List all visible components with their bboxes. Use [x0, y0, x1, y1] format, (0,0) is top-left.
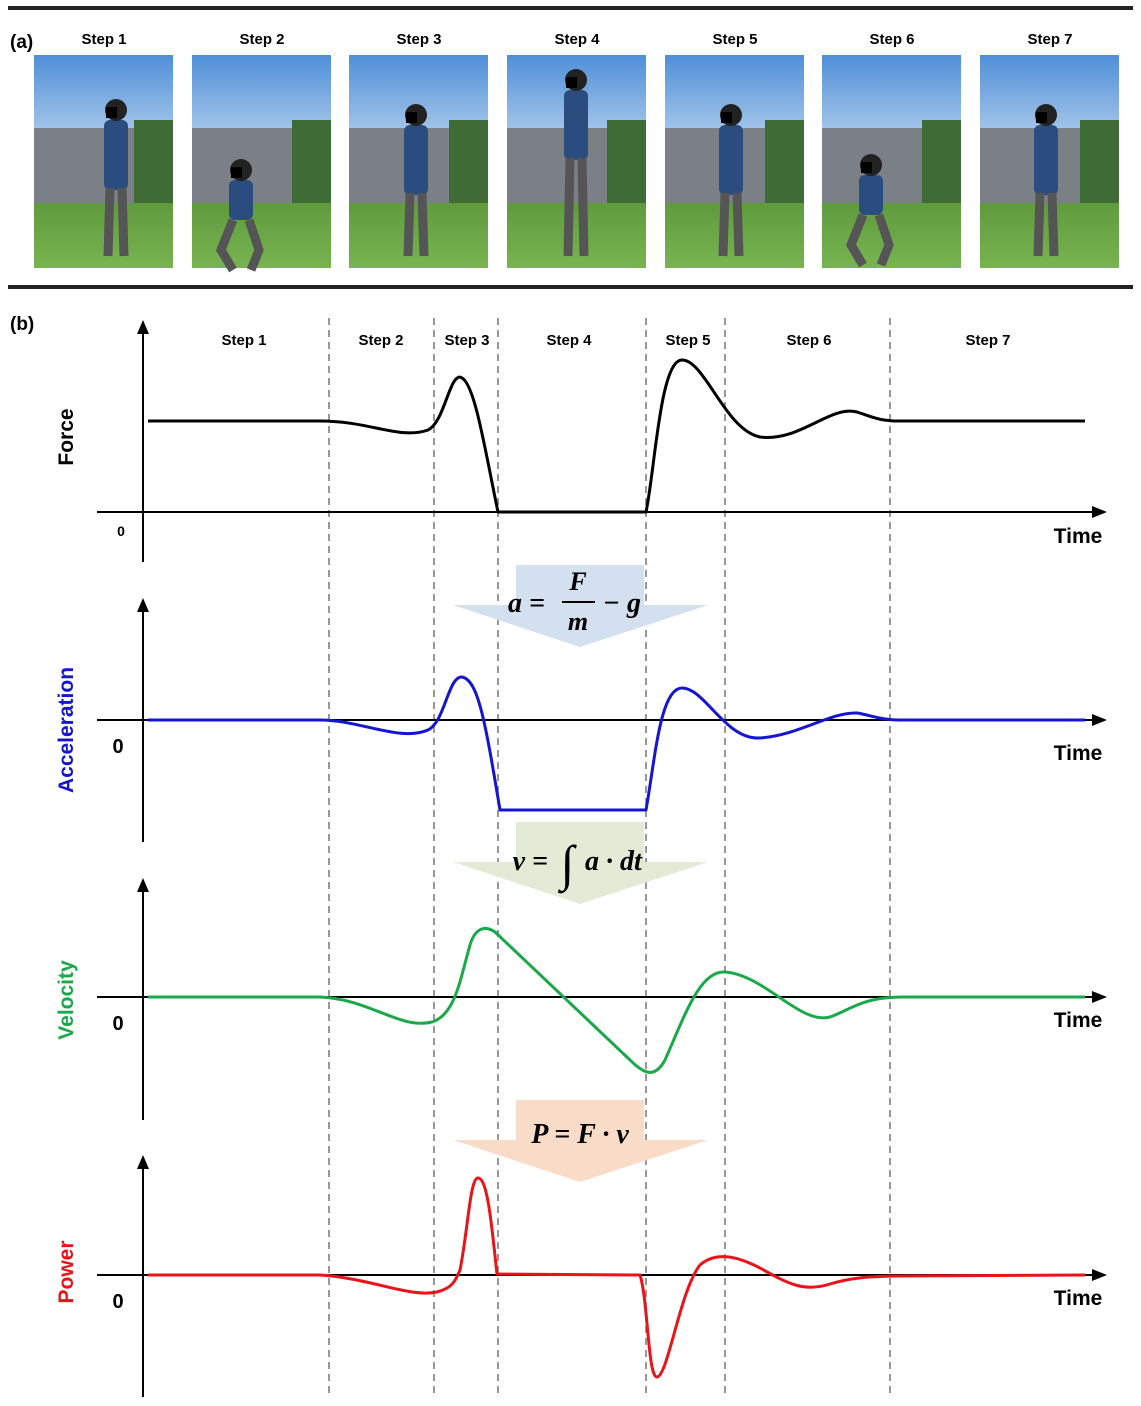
person-legs [403, 192, 429, 257]
formula-part: a · dt [585, 846, 643, 877]
photo-grass [192, 203, 331, 268]
y-axis-arrow [137, 320, 149, 334]
x-axis-arrow [1092, 714, 1107, 726]
formula-part: a = [508, 588, 545, 619]
photo-strip: Step 1 Step 2 Step 3 Step 4 Step 5 Step 6 Step… [34, 31, 1119, 273]
step-label: Step 7 [965, 332, 1010, 349]
formula-part: P = F · v [530, 1119, 629, 1150]
y-axis-label: Force [55, 408, 78, 465]
x-axis-arrow [1092, 1269, 1107, 1281]
formulas: a = Fm − g v = ∫ a · dt P = F · v [453, 565, 708, 1182]
x-axis-label: Time [1054, 525, 1103, 548]
photo-trees [292, 120, 331, 205]
person-legs [845, 213, 894, 268]
person-legs [103, 187, 129, 257]
face-mask [721, 112, 732, 123]
step-label: Step 5 [712, 31, 757, 48]
y-axis-arrow [137, 1155, 149, 1169]
photo-grass [34, 203, 173, 268]
photo-trees [607, 120, 646, 205]
x-axis-label: Time [1054, 742, 1103, 765]
flow-arrow [453, 822, 708, 904]
step-label: Step 7 [1027, 31, 1072, 48]
photo-building [665, 128, 765, 203]
y-axis-label: Velocity [55, 960, 78, 1040]
person-body [229, 180, 253, 220]
person-body [104, 120, 128, 190]
face-mask [406, 112, 417, 123]
x-axis-arrow [1092, 991, 1107, 1003]
formula-part: F [568, 567, 586, 596]
curve [148, 1176, 1086, 1379]
photo-grass [822, 203, 961, 268]
person-body [859, 175, 883, 215]
photo-building [507, 128, 607, 203]
step-label: Step 5 [665, 332, 710, 349]
face-mask [861, 162, 872, 173]
step-label: Step 4 [554, 31, 600, 48]
step-label: Step 1 [81, 31, 126, 48]
y-axis-arrow [137, 878, 149, 892]
step-label: Step 2 [239, 31, 284, 48]
zero-label: 0 [112, 1013, 123, 1035]
photo-building [349, 128, 449, 203]
flow-arrow [453, 1100, 708, 1182]
person-legs [563, 157, 589, 257]
step-dividers: Step 1 Step 2 Step 3 Step 4 Step 5 Step 6 Step… [221, 318, 1011, 1397]
formula-part: m [568, 607, 588, 636]
step-label: Step 6 [786, 332, 831, 349]
person-legs [1033, 192, 1059, 257]
photo-trees [449, 120, 488, 205]
panel-label: (a) [10, 32, 33, 53]
formula-part: − g [603, 588, 641, 619]
formula-part: v = [513, 846, 548, 877]
person-legs [718, 192, 744, 257]
x-axis-label: Time [1054, 1287, 1103, 1310]
plots: 0 Time Force 0 Time Acceleration 0 Time Velocity… [55, 320, 1107, 1397]
photo-grass [507, 203, 646, 268]
curve [148, 358, 1085, 514]
zero-label: 0 [112, 1291, 123, 1313]
face-mask [106, 107, 117, 118]
formula-part: ∫ [557, 835, 577, 894]
face-mask [231, 167, 242, 178]
step-label: Step 4 [546, 332, 592, 349]
curve [148, 675, 1085, 812]
step-label: Step 6 [869, 31, 914, 48]
zero-label: 0 [112, 736, 123, 758]
photo-building [980, 128, 1080, 203]
panel-label: (b) [10, 314, 34, 335]
step-label: Step 1 [221, 332, 266, 349]
top-rule [8, 6, 1133, 10]
photo-trees [765, 120, 804, 205]
photo-trees [1080, 120, 1119, 205]
step-label: Step 2 [358, 332, 403, 349]
flow-arrow [453, 565, 708, 647]
person-body [719, 125, 743, 195]
y-axis-label: Acceleration [55, 667, 78, 793]
step-label: Step 3 [396, 31, 441, 48]
face-mask [1036, 112, 1047, 123]
photo-trees [922, 120, 961, 205]
zero-label: 0 [117, 523, 125, 539]
person-body [404, 125, 428, 195]
person-legs [215, 218, 264, 273]
curve [148, 927, 1085, 1074]
x-axis-arrow [1092, 506, 1107, 518]
person-body [1034, 125, 1058, 195]
person-body [564, 90, 588, 160]
step-label: Step 3 [444, 332, 489, 349]
y-axis-label: Power [55, 1240, 78, 1303]
photo-trees [134, 120, 173, 205]
middle-rule [8, 285, 1133, 289]
face-mask [566, 77, 577, 88]
x-axis-label: Time [1054, 1009, 1103, 1032]
y-axis-arrow [137, 598, 149, 612]
